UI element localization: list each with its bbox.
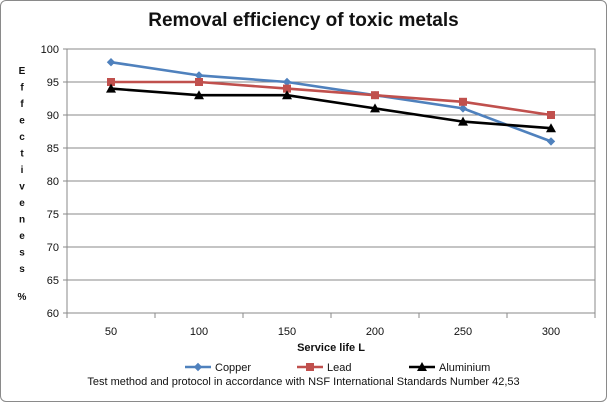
series-lead — [107, 78, 555, 119]
y-axis-label-letter: c — [19, 132, 25, 143]
legend-label: Lead — [327, 362, 351, 374]
x-axis-label: Service life L — [297, 342, 365, 354]
data-point-marker — [193, 362, 203, 372]
y-tick-label: 80 — [47, 176, 59, 188]
y-tick-labels: 60 65 70 75 80 85 90 95 100 — [41, 44, 59, 320]
y-axis-label-letter: E — [19, 66, 26, 77]
y-axis-label-letter: % — [18, 292, 27, 303]
x-tick-label: 300 — [542, 326, 560, 338]
series-line — [110, 87, 552, 130]
y-axis-label-letter: f — [20, 83, 24, 94]
x-tick-label: 50 — [105, 326, 117, 338]
chart-title: Removal efficiency of toxic metals — [148, 10, 459, 31]
data-point-marker — [417, 362, 427, 371]
data-point-marker — [106, 58, 116, 67]
footnote: Test method and protocol in accordance w… — [87, 376, 520, 388]
data-point-marker — [194, 90, 204, 100]
y-axis-label-letter: t — [20, 149, 24, 160]
data-point-marker — [546, 123, 556, 133]
data-point-marker — [107, 78, 115, 86]
data-point-marker — [282, 77, 292, 87]
x-tick-label: 250 — [454, 326, 472, 338]
legend: Copper Lead Aluminium — [185, 362, 490, 374]
data-point-marker — [546, 137, 556, 146]
data-point-marker — [547, 111, 555, 119]
x-tick-label: 200 — [366, 326, 384, 338]
data-point-marker — [194, 71, 204, 80]
y-axis-label-letter: s — [19, 248, 25, 259]
data-point-marker — [371, 91, 379, 100]
y-axis-label-letter: s — [19, 264, 25, 275]
data-point-marker — [195, 78, 203, 86]
y-axis-label-letter: i — [21, 165, 24, 176]
y-tick-label: 65 — [47, 275, 59, 287]
y-axis-label-letter: e — [19, 198, 25, 209]
data-point-marker — [459, 97, 467, 106]
data-point-marker — [458, 104, 468, 113]
x-tick-labels: 50 100 150 200 250 300 — [105, 326, 560, 338]
series-layer — [106, 58, 556, 146]
series-line — [110, 60, 552, 143]
y-axis-label-letter: f — [20, 99, 24, 110]
data-point-marker — [458, 116, 468, 126]
y-tick-label: 90 — [47, 110, 59, 122]
x-tick-label: 150 — [278, 326, 296, 338]
y-tick-label: 100 — [41, 44, 59, 56]
y-axis-label-letter: v — [19, 182, 25, 193]
y-tick-label: 75 — [47, 209, 59, 221]
data-point-marker — [370, 103, 380, 113]
series-line — [111, 80, 552, 117]
y-tick-label: 60 — [47, 308, 59, 320]
legend-label: Aluminium — [439, 362, 490, 374]
legend-label: Copper — [215, 362, 251, 374]
data-point-marker — [282, 90, 292, 100]
legend-item-lead: Lead — [297, 362, 351, 374]
y-tick-label: 70 — [47, 242, 59, 254]
data-point-marker — [306, 363, 314, 371]
x-tick-label: 100 — [190, 326, 208, 338]
y-tick-label: 85 — [47, 143, 59, 155]
legend-item-copper: Copper — [185, 362, 251, 374]
y-axis-label-letter: e — [19, 116, 25, 127]
y-axis-label-letter: e — [19, 231, 25, 242]
y-axis-label-letter: n — [19, 215, 25, 226]
series-aluminium — [106, 83, 556, 133]
plot-area — [66, 48, 596, 314]
data-point-marker — [106, 83, 116, 93]
y-tick-label: 95 — [47, 77, 59, 89]
legend-item-aluminium: Aluminium — [409, 362, 490, 374]
data-point-marker — [283, 84, 291, 93]
